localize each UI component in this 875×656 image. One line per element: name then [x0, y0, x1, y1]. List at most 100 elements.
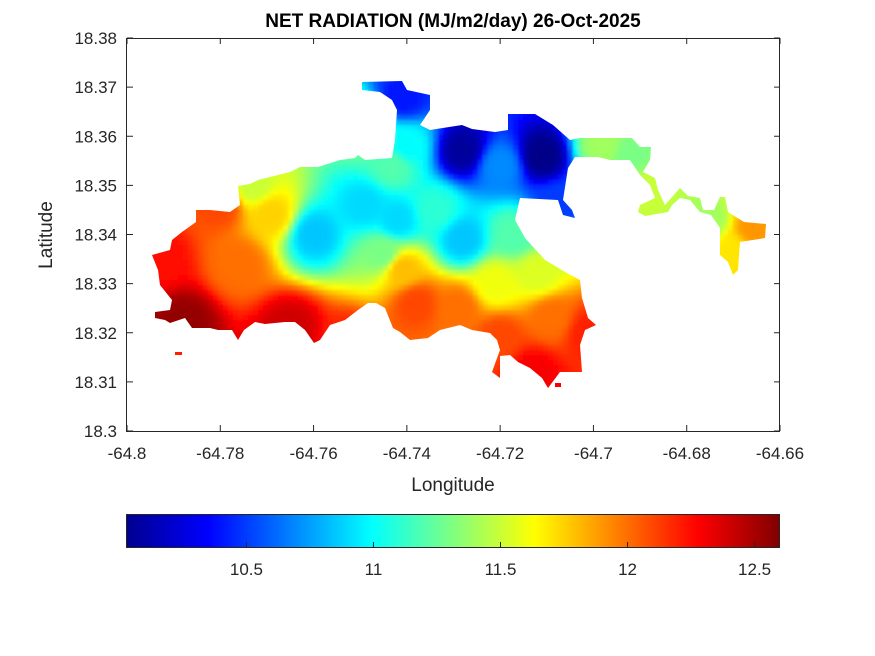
field-cell [438, 145, 444, 151]
field-cell [523, 260, 529, 266]
field-cell [548, 135, 554, 141]
field-cell [458, 210, 464, 216]
field-cell [738, 230, 744, 236]
field-cell [273, 230, 279, 236]
field-cell [343, 180, 349, 186]
field-cell [518, 145, 524, 151]
field-cell [568, 155, 574, 161]
field-cell [503, 220, 509, 226]
field-cell [478, 260, 484, 266]
field-cell [473, 155, 479, 161]
field-cell [163, 255, 169, 261]
field-cell [363, 190, 369, 196]
field-cell [473, 240, 479, 246]
field-cell [268, 265, 274, 271]
field-cell [308, 245, 314, 251]
field-cell [458, 170, 464, 176]
field-cell [733, 245, 739, 251]
field-cell [393, 215, 399, 221]
field-cell [523, 195, 529, 201]
field-cell [358, 200, 364, 206]
field-cell [408, 220, 414, 226]
field-cell [368, 170, 374, 176]
field-cell [408, 150, 414, 156]
field-cell [228, 230, 234, 236]
field-cell [393, 190, 399, 196]
field-cell [558, 200, 564, 206]
field-cell [463, 125, 469, 131]
field-cell [273, 220, 279, 226]
field-cell [403, 115, 409, 121]
field-cell [453, 215, 459, 221]
field-cell [483, 255, 489, 261]
field-cell [338, 240, 344, 246]
field-cell [213, 230, 219, 236]
field-cell [298, 230, 304, 236]
field-cell [458, 200, 464, 206]
field-cell [548, 180, 554, 186]
field-cell [178, 260, 184, 266]
field-cell [223, 245, 229, 251]
field-cell [428, 135, 434, 141]
field-cell [483, 220, 489, 226]
field-cell [203, 270, 209, 276]
field-cell [598, 150, 604, 156]
field-cell [398, 90, 404, 96]
field-cell [258, 270, 264, 276]
field-cell [398, 81, 404, 86]
field-cell [438, 150, 444, 156]
field-cell [508, 185, 514, 191]
field-cell [553, 180, 559, 186]
field-cell [443, 250, 449, 256]
field-cell [473, 160, 479, 166]
field-cell [523, 145, 529, 151]
field-cell [523, 185, 529, 191]
field-cell [268, 215, 274, 221]
field-cell [293, 185, 299, 191]
field-cell [558, 145, 564, 151]
field-cell [338, 210, 344, 216]
field-cell [758, 230, 764, 236]
field-cell [223, 235, 229, 241]
field-cell [393, 81, 399, 86]
field-cell [423, 240, 429, 246]
field-cell [378, 215, 384, 221]
field-cell [523, 175, 529, 181]
field-cell [323, 170, 329, 176]
field-cell [503, 255, 509, 261]
field-cell [473, 255, 479, 261]
field-cell [258, 185, 264, 191]
field-cell [198, 265, 204, 271]
field-cell [453, 175, 459, 181]
field-cell [378, 205, 384, 211]
field-cell [343, 215, 349, 221]
field-cell [723, 230, 729, 236]
field-cell [473, 235, 479, 241]
field-cell [513, 200, 519, 206]
field-cell [288, 270, 294, 276]
field-cell [343, 165, 349, 171]
field-cell [488, 245, 494, 251]
field-cell [388, 95, 394, 101]
field-cell [343, 175, 349, 181]
field-cell [243, 240, 249, 246]
field-cell [513, 265, 519, 271]
field-cell [498, 205, 504, 211]
field-cell [718, 235, 724, 241]
field-cell [493, 230, 499, 236]
field-cell [278, 260, 284, 266]
field-cell [398, 270, 404, 276]
field-cell [213, 225, 219, 231]
field-cell [463, 160, 469, 166]
field-cell [308, 200, 314, 206]
field-cell [403, 90, 409, 96]
field-cell [193, 230, 199, 236]
field-cell [308, 270, 314, 276]
field-cell [203, 245, 209, 251]
field-cell [508, 265, 514, 271]
field-cell [548, 165, 554, 171]
field-cell [218, 265, 224, 271]
field-cell [373, 230, 379, 236]
field-cell [473, 180, 479, 186]
field-cell [313, 245, 319, 251]
